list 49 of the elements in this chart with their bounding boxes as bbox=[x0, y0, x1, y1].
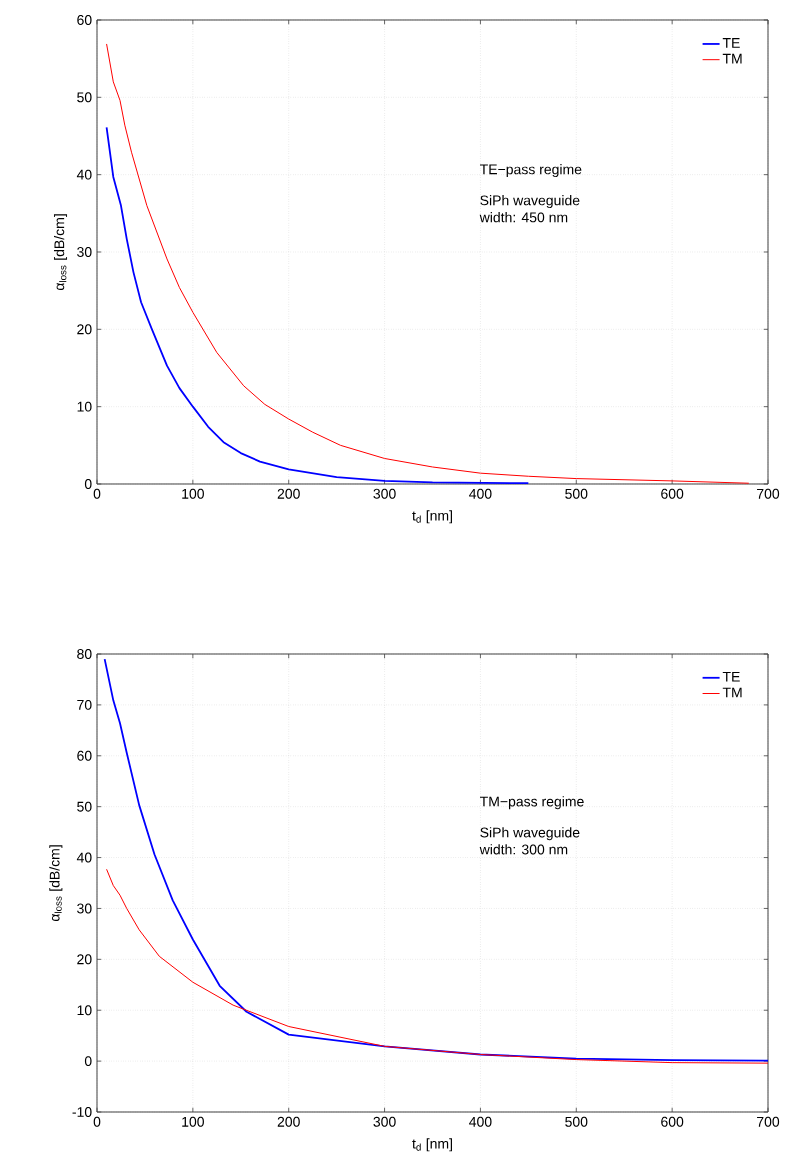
y-tick-label: 0 bbox=[84, 1056, 92, 1067]
x-tick-label: 300 bbox=[373, 1116, 396, 1127]
annotation: SiPh waveguide bbox=[480, 827, 580, 841]
y-tick-label: 40 bbox=[76, 169, 92, 180]
x-tick-label: 700 bbox=[757, 1116, 780, 1127]
annotation: SiPh waveguide bbox=[480, 195, 580, 209]
annotation: width: 450 nm bbox=[479, 212, 568, 223]
legend-label: TM bbox=[722, 53, 742, 64]
legend-label: TM bbox=[722, 687, 742, 698]
x-tick-label: 100 bbox=[182, 1116, 204, 1127]
y-tick-label: 80 bbox=[77, 649, 92, 659]
x-axis-title: t$_{d}$ [nm] bbox=[412, 510, 452, 524]
y-tick-label: 50 bbox=[77, 801, 92, 812]
annotation: width: 300 nm bbox=[479, 844, 568, 855]
y-tick-label: 20 bbox=[77, 324, 92, 335]
x-tick-label: 200 bbox=[277, 488, 300, 499]
x-tick-label: 400 bbox=[469, 1116, 492, 1127]
legend-label: TE bbox=[722, 38, 740, 48]
x-tick-label: 0 bbox=[93, 1116, 101, 1127]
x-axis-title: t$_{d}$ [nm] bbox=[412, 1138, 452, 1152]
y-tick-label: 40 bbox=[76, 852, 92, 863]
x-tick-label: 0 bbox=[93, 488, 101, 499]
x-tick-label: 300 bbox=[373, 488, 396, 499]
annotation: TE−pass regime bbox=[479, 164, 582, 178]
x-tick-label: 500 bbox=[565, 488, 588, 499]
x-tick-label: 700 bbox=[757, 488, 780, 499]
y-axis-title: α$_{loss}$ [dB/cm] bbox=[53, 214, 68, 291]
y-tick-label: -10 bbox=[72, 1107, 92, 1117]
y-tick-label: 20 bbox=[77, 954, 92, 965]
x-tick-label: 600 bbox=[661, 1116, 684, 1127]
y-axis-title: α$_{loss}$ [dB/cm] bbox=[49, 845, 63, 922]
x-tick-label: 200 bbox=[277, 1116, 300, 1127]
line-series bbox=[106, 868, 768, 1064]
y-tick-label: 30 bbox=[77, 247, 92, 257]
line-series bbox=[103, 658, 768, 1062]
x-tick-label: 500 bbox=[565, 1116, 588, 1127]
y-tick-label: 70 bbox=[77, 699, 92, 710]
y-tick-label: 10 bbox=[77, 1005, 92, 1016]
legend-label: TE bbox=[722, 671, 740, 682]
y-tick-label: 0 bbox=[84, 479, 92, 489]
y-tick-label: 60 bbox=[77, 15, 92, 25]
y-tick-label: 30 bbox=[77, 903, 92, 914]
x-tick-label: 100 bbox=[182, 488, 204, 499]
y-tick-label: 50 bbox=[77, 92, 92, 103]
annotation: TM−pass regime bbox=[479, 796, 584, 810]
y-tick-label: 10 bbox=[77, 401, 92, 412]
y-tick-label: 60 bbox=[77, 750, 92, 761]
x-tick-label: 400 bbox=[469, 488, 492, 499]
x-tick-label: 600 bbox=[661, 488, 684, 499]
